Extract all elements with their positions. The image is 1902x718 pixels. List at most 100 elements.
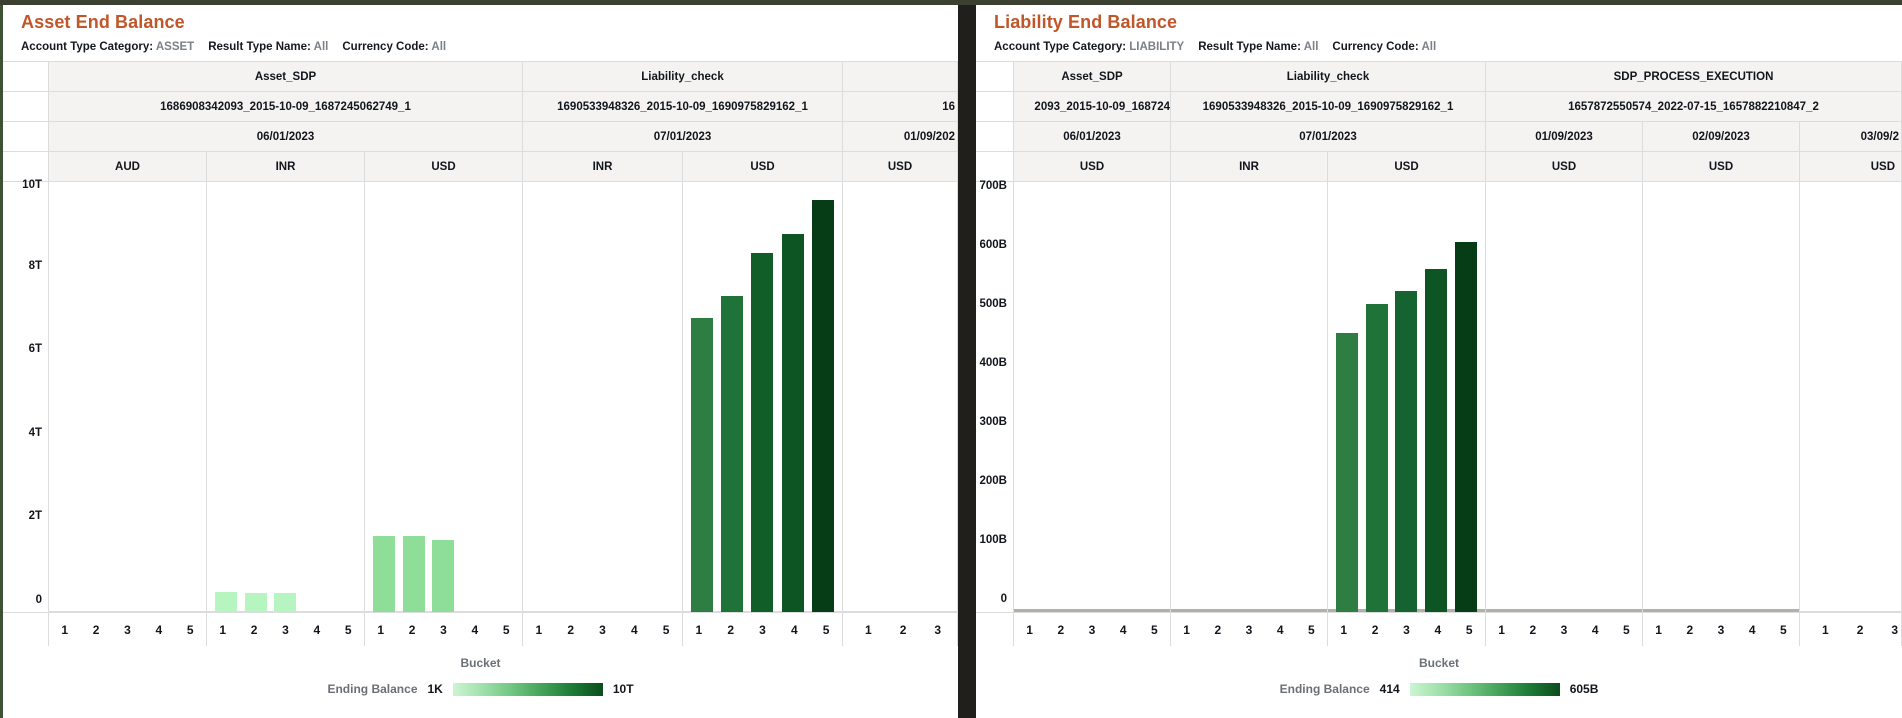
- bar[interactable]: [1425, 269, 1448, 612]
- bar[interactable]: [1365, 304, 1388, 612]
- bar[interactable]: [781, 234, 804, 612]
- plot-pane-usd-3: [1486, 182, 1643, 612]
- x-tick: 1: [377, 622, 385, 637]
- header-group-cell[interactable]: Asset_SDP: [49, 62, 523, 92]
- header-currency-cell[interactable]: USD: [1014, 152, 1171, 182]
- header-currency-cell[interactable]: INR: [1171, 152, 1328, 182]
- asset-end-balance-panel: Asset End Balance Account Type Category:…: [0, 0, 958, 718]
- header-group-cell[interactable]: SDP_PROCESS_EXECUTION: [1486, 62, 1902, 92]
- x-tick: 4: [630, 622, 638, 637]
- x-tick: 5: [1308, 622, 1315, 637]
- header-gutter: [976, 62, 1014, 92]
- y-axis-right: 700B 600B 500B 400B 300B 200B 100B 0: [976, 180, 1014, 612]
- panel-divider[interactable]: [958, 0, 976, 718]
- header-date-cell[interactable]: 07/01/2023: [523, 122, 843, 152]
- x-tick: 1: [1026, 622, 1033, 637]
- header-gutter: [3, 122, 49, 152]
- x-ticks-pane: 1 2 3 4 5: [1328, 613, 1486, 646]
- header-currency-cell[interactable]: USD: [683, 152, 843, 182]
- x-tick: 1: [865, 622, 872, 637]
- y-tick: 700B: [979, 180, 1008, 192]
- legend-color-ramp[interactable]: [1409, 682, 1560, 696]
- filter-result-type-name[interactable]: Result Type Name: All: [208, 41, 329, 53]
- column-header-grid-right: Asset_SDP Liability_check SDP_PROCESS_EX…: [976, 61, 1902, 182]
- header-date-cell[interactable]: 01/09/202: [843, 122, 958, 152]
- header-date-cell[interactable]: 06/01/2023: [1014, 122, 1171, 152]
- x-tick: 1: [1498, 622, 1505, 637]
- x-tick: 2: [1371, 622, 1379, 637]
- x-tick: 4: [1748, 622, 1756, 637]
- x-tick: 2: [1686, 622, 1694, 637]
- x-tick: 4: [155, 622, 163, 637]
- header-date-cell[interactable]: 01/09/2023: [1486, 122, 1643, 152]
- header-currency-cell[interactable]: USD: [365, 152, 523, 182]
- bar[interactable]: [244, 593, 267, 612]
- header-date-cell[interactable]: 02/09/2023: [1643, 122, 1800, 152]
- plot-area-left: 10T 8T 6T 4T 2T 0: [3, 179, 958, 612]
- legend-title: Ending Balance: [1279, 682, 1370, 696]
- bar[interactable]: [751, 253, 774, 612]
- bar[interactable]: [1335, 333, 1358, 612]
- bar[interactable]: [274, 593, 297, 612]
- header-run-cell[interactable]: 16: [843, 92, 958, 122]
- header-currency-cell[interactable]: INR: [207, 152, 365, 182]
- x-tick: 4: [471, 622, 479, 637]
- bar[interactable]: [1455, 242, 1478, 612]
- header-row-date: 06/01/2023 07/01/2023 01/09/202: [3, 122, 958, 152]
- pane-baseline: [843, 611, 957, 612]
- header-gutter: [3, 92, 49, 122]
- x-tick: 1: [219, 622, 227, 637]
- bar[interactable]: [721, 296, 744, 612]
- header-currency-cell[interactable]: USD: [1643, 152, 1800, 182]
- filter-account-type-category[interactable]: Account Type Category: ASSET: [21, 41, 195, 53]
- header-currency-cell[interactable]: USD: [1800, 152, 1902, 182]
- bar[interactable]: [1395, 291, 1418, 612]
- x-tick: 5: [1623, 622, 1630, 637]
- header-group-cell[interactable]: Liability_check: [523, 62, 843, 92]
- header-currency-cell[interactable]: AUD: [49, 152, 207, 182]
- y-tick: 8T: [28, 260, 42, 272]
- x-tick: 3: [759, 622, 766, 637]
- header-row-currency: USD INR USD USD USD USD: [976, 152, 1902, 182]
- bar[interactable]: [691, 318, 714, 612]
- header-currency-cell[interactable]: USD: [1486, 152, 1643, 182]
- header-date-cell[interactable]: 06/01/2023: [49, 122, 523, 152]
- filter-account-type-category[interactable]: Account Type Category: LIABILITY: [994, 41, 1185, 53]
- x-tick: 3: [1717, 622, 1725, 637]
- x-axis-row-left: 1 2 3 4 5 1 2 3 4 5 1 2 3 4 5 1 2 3 4 5 1 2 3 4 5 1 2 3: [3, 612, 958, 646]
- y-tick: 200B: [979, 475, 1008, 487]
- header-run-cell[interactable]: 1690533948326_2015-10-09_1690975829162_1: [523, 92, 843, 122]
- x-axis-row-right: 1 2 3 4 5 1 2 3 4 5 1 2 3 4 5 1 2 3 4 5 1 2 3 4 5 1 2 3: [976, 612, 1902, 646]
- legend-color-ramp[interactable]: [452, 682, 603, 696]
- header-run-cell[interactable]: 1686908342093_2015-10-09_1687245062749_1: [49, 92, 523, 122]
- bar[interactable]: [214, 592, 237, 612]
- legend-title: Ending Balance: [327, 682, 418, 696]
- filter-currency-code[interactable]: Currency Code: All: [1332, 41, 1437, 53]
- header-group-cell[interactable]: Asset_SDP: [1014, 62, 1171, 92]
- header-currency-cell[interactable]: USD: [1328, 152, 1486, 182]
- bar[interactable]: [402, 536, 425, 612]
- filter-result-type-name[interactable]: Result Type Name: All: [1198, 41, 1319, 53]
- bar[interactable]: [811, 200, 834, 612]
- bar[interactable]: [432, 540, 455, 612]
- x-tick: 2: [727, 622, 735, 637]
- header-currency-cell[interactable]: USD: [843, 152, 958, 182]
- x-tick: 5: [662, 622, 670, 637]
- filter-currency-code[interactable]: Currency Code: All: [342, 41, 447, 53]
- header-run-cell[interactable]: 1657872550574_2022-07-15_1657882210847_2: [1486, 92, 1902, 122]
- header-currency-cell[interactable]: INR: [523, 152, 683, 182]
- header-group-cell[interactable]: Liability_check: [1171, 62, 1486, 92]
- header-run-cell[interactable]: 1690533948326_2015-10-09_1690975829162_1: [1171, 92, 1486, 122]
- header-run-cell[interactable]: 2093_2015-10-09_168724: [1014, 92, 1171, 122]
- pane-zero-line: [1486, 609, 1642, 612]
- plot-pane-usd-1: [1014, 182, 1171, 612]
- header-date-cell[interactable]: 03/09/2: [1800, 122, 1902, 152]
- x-tick: 3: [282, 622, 289, 637]
- bar[interactable]: [372, 536, 395, 612]
- y-tick: 2T: [28, 510, 42, 522]
- header-group-cell[interactable]: [843, 62, 958, 92]
- plot-pane-usd-3: [843, 182, 958, 612]
- x-tick: 3: [1560, 622, 1568, 637]
- header-date-cell[interactable]: 07/01/2023: [1171, 122, 1486, 152]
